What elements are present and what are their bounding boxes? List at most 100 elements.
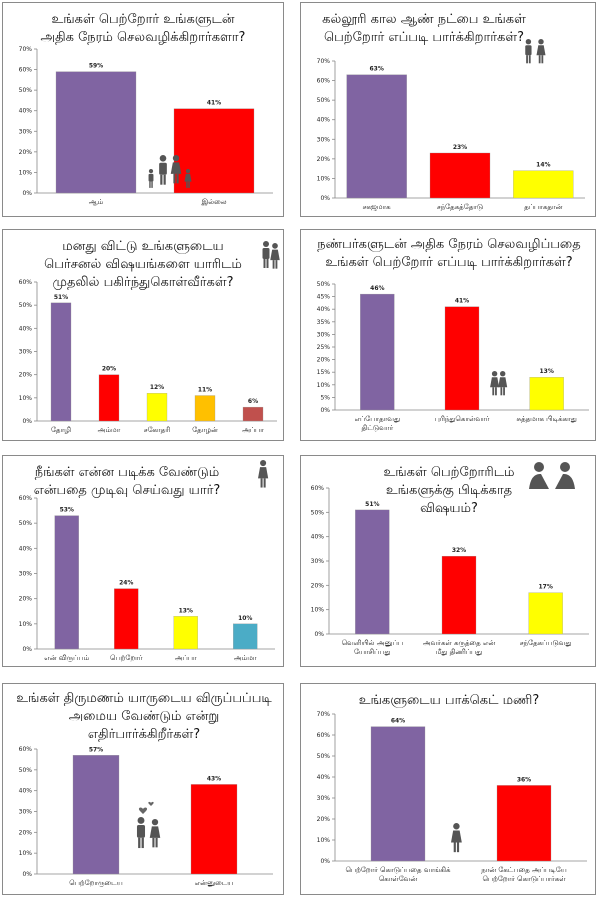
y-tick-label: 30% (317, 136, 331, 143)
y-tick-label: 40% (19, 545, 33, 552)
data-label: 12% (150, 384, 164, 391)
bar (360, 293, 395, 411)
x-tick-label: ஆம் (89, 198, 104, 206)
x-tick-label: அப்பா (242, 426, 264, 434)
data-label: 24% (119, 580, 133, 587)
x-tick-label: மீது திணிப்பது (436, 648, 483, 656)
data-label: 17% (538, 584, 552, 591)
y-tick-label: 40% (19, 788, 33, 795)
y-tick-label: 50% (317, 281, 331, 288)
y-tick-label: 50% (311, 509, 325, 516)
y-tick-label: 50% (19, 302, 33, 309)
chart-panel-1: உங்கள் பெற்றோர் உங்களுடன் அதிக நேரம் செல… (2, 2, 284, 217)
chart-panel-8: உங்களுடைய பாக்கெட் மணி? 0% 10% 20% 30% 40% 50… (300, 683, 596, 895)
y-tick-label: 0% (22, 418, 32, 425)
x-tick-label: அவர்கள் கருத்தை என் (423, 639, 496, 647)
love-couple-icon (136, 801, 161, 849)
data-label: 36% (517, 776, 531, 783)
y-tick-label: 20% (317, 156, 331, 163)
chart-svg: 0% 10% 20% 30% 40% 50% 60% 70% 59% ஆம் 41% இல்லை (19, 46, 273, 206)
chart-panel-5: நீங்கள் என்ன படிக்க வேண்டும் என்பதை முடி… (2, 455, 284, 667)
y-tick-label: 30% (317, 795, 331, 802)
data-label: 53% (60, 507, 74, 514)
x-tick-label: சந்தேகத்தோடு (437, 203, 483, 211)
y-tick-label: 0% (320, 858, 330, 865)
y-tick-label: 0% (320, 195, 330, 202)
chart-title: நண்பர்களுடன் அதிக நேரம் செலவழிப்பதை உங்க… (317, 237, 581, 270)
y-tick-label: 10% (317, 837, 331, 844)
y-tick-label: 40% (317, 117, 331, 124)
y-tick-label: 20% (19, 829, 33, 836)
data-label: 32% (452, 547, 466, 554)
bar (55, 71, 137, 194)
chart-svg: 0% 10% 20% 30% 40% 50% 60% 70% 64% பெற்றோர் கொடுப… (317, 711, 587, 883)
x-tick-label: தப்பாகதான் (524, 203, 562, 211)
friends-icon (490, 371, 508, 396)
chart-title: உங்களுடைய பாக்கெட் மணி? (358, 693, 540, 708)
y-tick-label: 70% (19, 46, 33, 53)
couple-icon (525, 39, 546, 64)
x-tick-label: தோழி (51, 426, 71, 434)
data-label: 63% (369, 66, 383, 73)
chart-panel-7: உங்கள் திருமணம் யாருடைய விருப்பப்படி அமை… (2, 683, 284, 895)
chart-title: கல்லூரி கால ஆண் நட்பை உங்கள் பெற்றோர் எப… (322, 12, 526, 45)
x-tick-label: இல்லை (201, 198, 226, 206)
chart-svg: 0% 5% 10% 15% 20% 25% 30% 35% 40% 45% 50% 46% எப்போத… (317, 281, 589, 432)
data-label: 51% (54, 294, 68, 301)
chart-title: உங்கள் பெற்றோர் உங்களுடன் அதிக நேரம் செல… (40, 12, 246, 45)
y-tick-label: 0% (22, 190, 32, 197)
bar (242, 406, 264, 422)
girl-icon (451, 823, 462, 853)
data-label: 57% (89, 746, 103, 753)
chart-panel-3: மனது விட்டு உங்களுடைய பெர்சனல் விஷயங்களை… (2, 229, 284, 441)
y-tick-label: 60% (19, 495, 33, 502)
chart-panel-2: கல்லூரி கால ஆண் நட்பை உங்கள் பெற்றோர் எப… (300, 2, 596, 217)
y-tick-label: 30% (19, 349, 33, 356)
x-tick-label: அப்பா (175, 654, 197, 662)
y-tick-label: 10% (317, 175, 331, 182)
chart-svg: 0% 10% 20% 30% 40% 50% 60% 70% 63% சகஜமாக 23% சந்தே… (317, 39, 585, 212)
y-tick-label: 5% (320, 394, 330, 401)
x-tick-label: பெற்றோர் (110, 654, 143, 662)
y-tick-label: 60% (19, 746, 33, 753)
data-label: 10% (238, 615, 252, 622)
x-tick-label: பெற்றோர் கொடுப்பதை வாங்கிக் (345, 866, 451, 874)
y-tick-label: 45% (317, 294, 331, 301)
bar (355, 509, 390, 635)
bar (54, 515, 79, 650)
x-tick-label: நான் கேட்பதை அப்படியே (481, 866, 567, 874)
x-tick-label: சகோதரி (144, 426, 171, 434)
data-label: 59% (89, 63, 103, 70)
bar (513, 170, 574, 199)
y-tick-label: 30% (317, 331, 331, 338)
y-tick-label: 10% (19, 169, 33, 176)
bar (190, 784, 238, 875)
y-tick-label: 50% (317, 753, 331, 760)
x-tick-label: அம்மா (98, 426, 121, 434)
bar (529, 377, 564, 411)
bar (114, 588, 139, 650)
chart-svg: 0% 10% 20% 30% 40% 50% 60% 53% என் விருப்பம் 24% ப… (19, 460, 275, 662)
y-tick-label: 50% (317, 97, 331, 104)
bar (370, 726, 426, 862)
y-tick-label: 10% (19, 621, 33, 628)
hug-icon (262, 241, 280, 269)
y-tick-label: 30% (311, 558, 325, 565)
data-label: 13% (179, 607, 193, 614)
x-tick-label: கொள்வேன் (379, 875, 418, 883)
data-label: 64% (391, 718, 405, 725)
x-tick-label: வெளியில் அனுப்ப (342, 639, 403, 647)
bar (50, 302, 72, 422)
x-tick-label: புரிந்துகொள்வார் (435, 415, 490, 423)
data-label: 6% (248, 398, 258, 405)
bar (72, 755, 120, 875)
bar (173, 616, 198, 650)
data-label: 41% (207, 100, 221, 107)
data-label: 20% (102, 366, 116, 373)
x-tick-label: திட்டுவார் (362, 424, 394, 432)
data-label: 11% (198, 387, 212, 394)
y-tick-label: 50% (19, 767, 33, 774)
y-tick-label: 30% (19, 809, 33, 816)
chart-title: மனது விட்டு உங்களுடைய பெர்சனல் விஷயங்களை… (44, 239, 242, 290)
x-tick-label: சகஜமாக (363, 203, 391, 212)
